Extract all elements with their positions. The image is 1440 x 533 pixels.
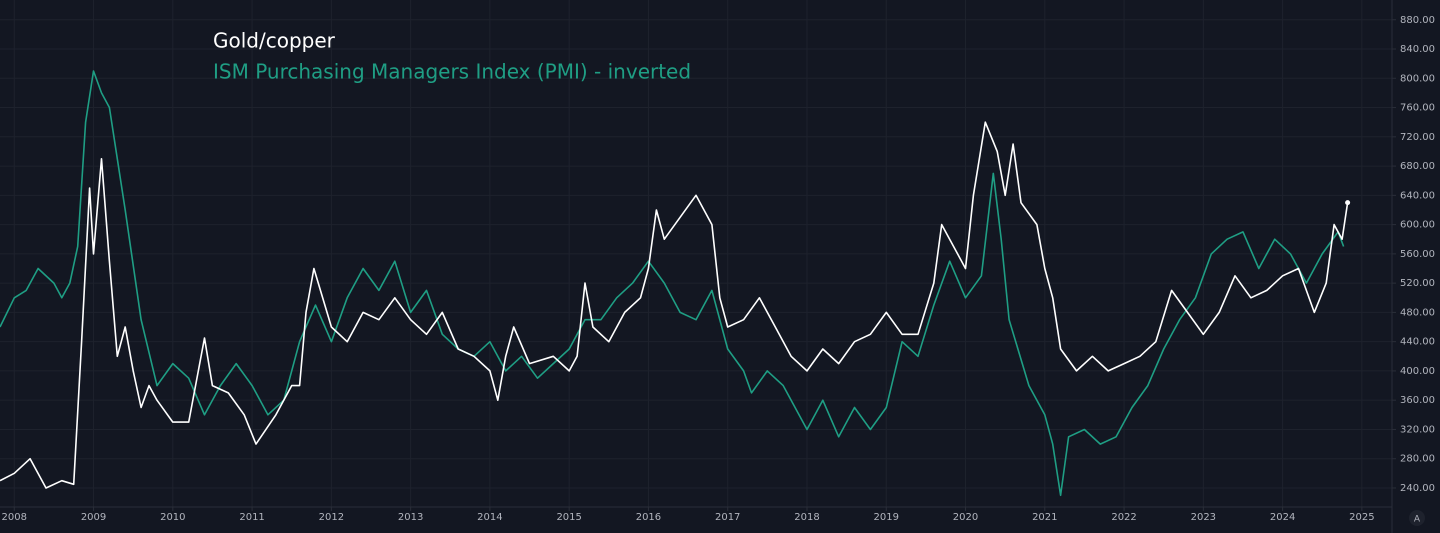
x-tick-label: 2024 — [1270, 512, 1295, 523]
y-tick-label: 800.00 — [1400, 73, 1435, 84]
x-tick-label: 2022 — [1111, 512, 1136, 523]
x-tick-label: 2017 — [715, 512, 740, 523]
y-tick-label: 400.00 — [1400, 366, 1435, 377]
y-tick-label: 600.00 — [1400, 220, 1435, 231]
y-tick-label: 240.00 — [1400, 483, 1435, 494]
legend-entry: Gold/copper — [213, 29, 336, 53]
x-tick-label: 2010 — [160, 512, 185, 523]
y-tick-label: 280.00 — [1400, 454, 1435, 465]
y-tick-label: 480.00 — [1400, 307, 1435, 318]
x-tick-label: 2014 — [477, 512, 502, 523]
x-tick-label: 2013 — [398, 512, 423, 523]
y-tick-label: 840.00 — [1400, 44, 1435, 55]
autoscale-button[interactable] — [1409, 510, 1425, 526]
x-tick-label: 2015 — [556, 512, 581, 523]
axes: 240.00 280.00 320.00 360.00 400.00 440.00 480.… — [2, 15, 1435, 523]
y-tick-label: 760.00 — [1400, 103, 1435, 114]
legend: Gold/copper ISM Purchasing Managers Index… — [213, 29, 691, 84]
x-tick-label: 2016 — [636, 512, 661, 523]
plot — [0, 70, 1351, 497]
y-tick-label: 360.00 — [1400, 395, 1435, 406]
x-tick-label: 2021 — [1032, 512, 1057, 523]
y-tick-label: 520.00 — [1400, 278, 1435, 289]
x-tick-label: 2009 — [81, 512, 106, 523]
x-tick-label: 2025 — [1349, 512, 1374, 523]
series-line — [0, 121, 1349, 489]
x-tick-label: 2020 — [953, 512, 978, 523]
y-tick-label: 720.00 — [1400, 132, 1435, 143]
y-tick-label: 320.00 — [1400, 424, 1435, 435]
y-tick-label: 880.00 — [1400, 15, 1435, 26]
x-tick-label: 2023 — [1191, 512, 1216, 523]
last-point — [1345, 200, 1351, 206]
y-tick-label: 640.00 — [1400, 190, 1435, 201]
legend-entry: ISM Purchasing Managers Index (PMI) - in… — [213, 60, 691, 84]
series-line — [0, 70, 1345, 497]
x-tick-label: 2008 — [2, 512, 27, 523]
x-tick-label: 2018 — [794, 512, 819, 523]
x-tick-label: 2019 — [874, 512, 899, 523]
autoscale-label[interactable]: A — [1414, 515, 1421, 525]
x-tick-label: 2012 — [319, 512, 344, 523]
y-tick-label: 560.00 — [1400, 249, 1435, 260]
x-tick-label: 2011 — [239, 512, 264, 523]
y-tick-label: 440.00 — [1400, 337, 1435, 348]
y-tick-label: 680.00 — [1400, 161, 1435, 172]
